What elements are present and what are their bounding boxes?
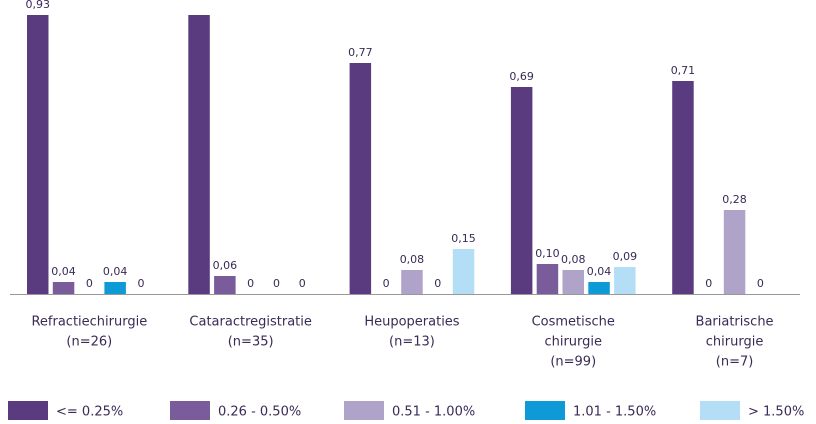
bar xyxy=(588,282,610,294)
x-tick-label: (n=7) xyxy=(716,355,754,370)
bar xyxy=(672,81,694,294)
bar xyxy=(188,15,210,294)
value-label: 0 xyxy=(273,277,280,290)
value-label: 0,09 xyxy=(613,250,638,263)
legend-swatch xyxy=(525,401,565,420)
value-label: 0 xyxy=(299,277,306,290)
x-tick-label: Bariatrische xyxy=(696,315,774,330)
bar xyxy=(401,270,423,294)
value-label: 0 xyxy=(757,277,764,290)
bar xyxy=(52,282,75,294)
x-tick-label: chirurgie xyxy=(706,335,764,350)
value-label: 0 xyxy=(434,277,441,290)
x-tick-label: (n=26) xyxy=(66,335,112,350)
value-label: 0,06 xyxy=(213,259,238,272)
x-tick-label: Cataractregistratie xyxy=(189,315,311,330)
legend-label: <= 0.25% xyxy=(56,405,123,420)
bars xyxy=(27,15,746,294)
legend-swatch xyxy=(344,401,384,420)
x-tick-label: Cosmetische xyxy=(532,315,615,330)
x-tick-label: chirurgie xyxy=(544,335,602,350)
value-label: 0,04 xyxy=(587,265,612,278)
bar xyxy=(349,63,372,294)
value-label: 0,04 xyxy=(103,265,128,278)
x-tick-label: (n=35) xyxy=(228,335,274,350)
x-tick-label: (n=99) xyxy=(550,355,596,370)
value-label: 0,93 xyxy=(26,0,51,11)
value-label: 0 xyxy=(705,277,712,290)
legend-label: 0.26 - 0.50% xyxy=(218,405,301,420)
legend-label: 1.01 - 1.50% xyxy=(573,405,656,420)
bar xyxy=(452,249,475,294)
x-tick-label: (n=13) xyxy=(389,335,435,350)
bar xyxy=(562,270,584,294)
value-label: 0,15 xyxy=(451,232,476,245)
value-label: 0,04 xyxy=(51,265,76,278)
bar xyxy=(536,264,559,294)
x-tick-label: Heupoperaties xyxy=(364,315,459,330)
value-label: 0 xyxy=(86,277,93,290)
legend-swatch xyxy=(170,401,210,420)
value-label: 0 xyxy=(383,277,390,290)
bar xyxy=(214,276,236,294)
bar xyxy=(614,267,636,294)
value-label: 0,08 xyxy=(561,253,586,266)
x-tick-label: Refractiechirurgie xyxy=(31,315,147,330)
legend-swatch xyxy=(8,401,48,420)
legend-swatch xyxy=(700,401,740,420)
value-label: 0 xyxy=(247,277,254,290)
bar xyxy=(104,282,126,294)
value-label: 0,10 xyxy=(535,247,560,260)
value-label: 0,28 xyxy=(722,193,747,206)
bar xyxy=(723,210,746,294)
value-label: 0,69 xyxy=(509,70,534,83)
value-label: 0,71 xyxy=(671,64,696,77)
value-label: 0,08 xyxy=(400,253,425,266)
bar xyxy=(27,15,49,294)
value-label: 0,77 xyxy=(348,46,373,59)
legend-label: 0.51 - 1.00% xyxy=(392,405,475,420)
legend-label: > 1.50% xyxy=(748,405,804,420)
bar xyxy=(510,87,533,294)
value-label: 0 xyxy=(137,277,144,290)
